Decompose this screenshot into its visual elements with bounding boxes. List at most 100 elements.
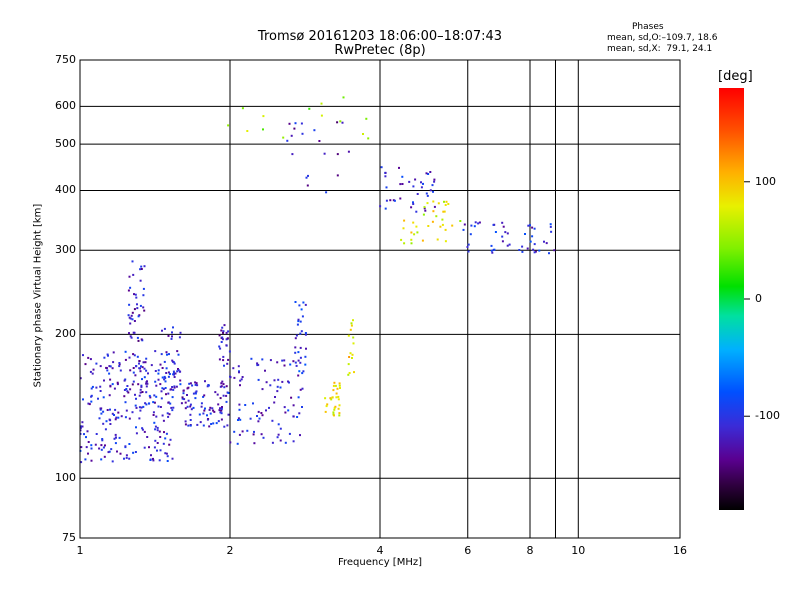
data-point <box>210 413 212 415</box>
data-point <box>339 404 341 406</box>
data-point <box>468 251 470 253</box>
data-point <box>112 361 114 363</box>
data-point <box>155 396 157 398</box>
data-point <box>434 206 436 208</box>
data-point <box>410 206 412 208</box>
data-point <box>145 370 147 372</box>
x-tick-label: 2 <box>210 545 250 557</box>
x-tick-label: 6 <box>448 545 488 557</box>
data-point <box>90 444 92 446</box>
data-point <box>154 381 156 383</box>
data-point <box>534 228 536 230</box>
data-point <box>137 337 139 339</box>
data-point <box>242 107 244 109</box>
data-point <box>129 388 131 390</box>
data-point <box>132 411 134 413</box>
data-point <box>172 407 174 409</box>
data-point <box>273 402 275 404</box>
data-point <box>299 333 301 335</box>
data-point <box>217 403 219 405</box>
data-point <box>161 330 163 332</box>
data-point <box>219 334 221 336</box>
data-point <box>420 181 422 183</box>
data-point <box>263 437 265 439</box>
data-point <box>491 245 493 247</box>
data-point <box>185 402 187 404</box>
data-point <box>168 376 170 378</box>
data-point <box>351 322 353 324</box>
data-point <box>82 398 84 400</box>
data-point <box>112 367 114 369</box>
data-point <box>144 376 146 378</box>
data-point <box>337 396 339 398</box>
data-point <box>495 231 497 233</box>
data-point <box>293 416 295 418</box>
data-point <box>435 215 437 217</box>
data-point <box>165 380 167 382</box>
data-point <box>132 318 134 320</box>
data-point <box>348 335 350 337</box>
data-point <box>260 412 262 414</box>
data-point <box>120 453 122 455</box>
data-point <box>283 359 285 361</box>
data-point <box>102 423 104 425</box>
data-point <box>130 335 132 337</box>
data-point <box>439 226 441 228</box>
data-point <box>334 407 336 409</box>
data-point <box>171 331 173 333</box>
data-point <box>292 360 294 362</box>
data-point <box>121 415 123 417</box>
data-point <box>332 396 334 398</box>
data-point <box>90 358 92 360</box>
data-point <box>441 219 443 221</box>
data-point <box>109 419 111 421</box>
data-point <box>134 332 136 334</box>
data-point <box>417 193 419 195</box>
data-point <box>281 381 283 383</box>
data-point <box>91 460 93 462</box>
data-point <box>429 171 431 173</box>
data-point <box>262 388 264 390</box>
data-point <box>432 201 434 203</box>
data-point <box>339 385 341 387</box>
data-point <box>140 370 142 372</box>
data-point <box>228 392 230 394</box>
data-point <box>187 387 189 389</box>
data-point <box>140 392 142 394</box>
data-point <box>339 382 341 384</box>
data-point <box>527 225 529 227</box>
data-point <box>167 412 169 414</box>
data-point <box>306 177 308 179</box>
data-point <box>237 419 239 421</box>
data-point <box>100 444 102 446</box>
data-point <box>501 236 503 238</box>
data-point <box>174 376 176 378</box>
data-point <box>291 153 293 155</box>
data-point <box>459 220 461 222</box>
data-point <box>403 220 405 222</box>
data-point <box>301 406 303 408</box>
data-point <box>103 357 105 359</box>
data-point <box>413 233 415 235</box>
data-point <box>194 397 196 399</box>
data-point <box>445 204 447 206</box>
data-point <box>296 365 298 367</box>
data-point <box>295 362 297 364</box>
data-point <box>172 373 174 375</box>
data-point <box>423 214 425 216</box>
data-point <box>84 458 86 460</box>
data-point <box>189 414 191 416</box>
x-tick-label: 16 <box>660 545 700 557</box>
data-point <box>297 324 299 326</box>
data-point <box>129 369 131 371</box>
data-point <box>421 186 423 188</box>
data-point <box>446 201 448 203</box>
data-point <box>226 401 228 403</box>
data-point <box>290 397 292 399</box>
data-point <box>141 338 143 340</box>
data-point <box>337 153 339 155</box>
data-point <box>422 240 424 242</box>
data-point <box>164 377 166 379</box>
data-point <box>305 348 307 350</box>
data-point <box>136 307 138 309</box>
